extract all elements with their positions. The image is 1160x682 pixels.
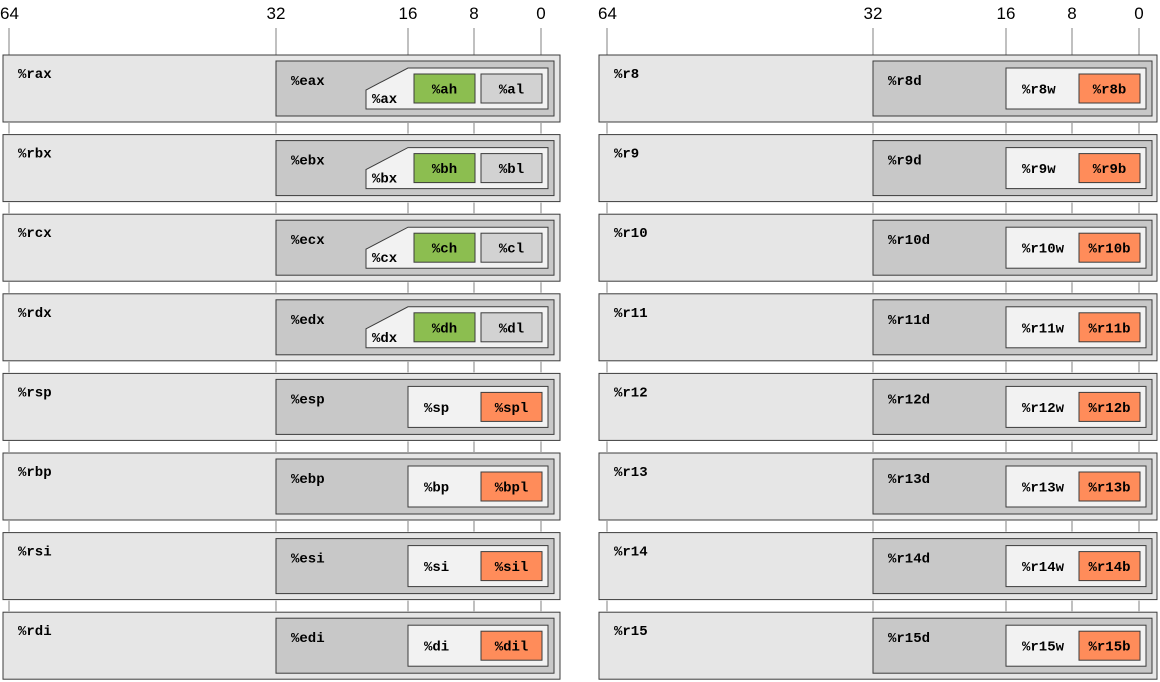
word-label: %dx	[372, 331, 398, 347]
word-label: %bx	[372, 172, 398, 188]
low-byte-label: %r8b	[1093, 83, 1127, 99]
high-byte-box	[413, 312, 476, 343]
high-byte-label: %ch	[432, 242, 457, 258]
dword-label: %ebp	[291, 472, 325, 488]
quad-label: %rdi	[18, 624, 52, 640]
dword-label: %esi	[291, 552, 325, 568]
low-byte-box	[1078, 153, 1141, 184]
low-byte-box	[480, 471, 543, 502]
low-byte-label: %r10b	[1088, 242, 1130, 258]
low-byte-label: %spl	[495, 401, 529, 417]
dword-label: %r8d	[888, 74, 922, 90]
quad-label: %rsi	[18, 545, 52, 561]
word-label: %r12w	[1022, 401, 1065, 417]
quad-label: %r14	[614, 545, 648, 561]
high-byte-box	[413, 232, 476, 263]
dword-label: %r9d	[888, 154, 922, 170]
word-label: %r10w	[1022, 242, 1065, 258]
scale-label-legacy-1: 32	[267, 4, 286, 23]
quad-label: %r12	[614, 385, 648, 401]
word-label: %bp	[424, 481, 449, 497]
low-byte-label: %r12b	[1088, 401, 1130, 417]
quad-label: %r9	[614, 147, 639, 163]
low-byte-box	[480, 73, 543, 104]
dword-label: %r13d	[888, 472, 930, 488]
low-byte-box	[1078, 391, 1141, 422]
low-byte-box	[480, 153, 543, 184]
dword-label: %ecx	[291, 233, 325, 249]
low-byte-label: %sil	[495, 560, 529, 576]
quad-label: %rbx	[18, 147, 52, 163]
high-byte-label: %ah	[432, 83, 457, 99]
quad-label: %rbp	[18, 465, 52, 481]
high-byte-label: %bh	[432, 162, 457, 178]
dword-label: %edx	[291, 313, 325, 329]
word-label: %cx	[372, 251, 398, 267]
scale-label-legacy-4: 0	[536, 4, 545, 23]
high-byte-box	[413, 73, 476, 104]
scale-label-extended-4: 0	[1134, 4, 1143, 23]
scale-label-legacy-0: 64	[0, 4, 19, 23]
low-byte-box	[1078, 232, 1141, 263]
quad-label: %r8	[614, 67, 639, 83]
scale-label-extended-3: 8	[1067, 4, 1076, 23]
low-byte-box	[1078, 73, 1141, 104]
low-byte-box	[1078, 471, 1141, 502]
word-label: %sp	[424, 401, 449, 417]
word-label: %r14w	[1022, 560, 1065, 576]
word-label: %r13w	[1022, 481, 1065, 497]
word-label: %r11w	[1022, 321, 1065, 337]
quad-label: %rcx	[18, 226, 52, 242]
quad-label: %rdx	[18, 306, 52, 322]
low-byte-box	[1078, 630, 1141, 661]
low-byte-box	[480, 232, 543, 263]
low-byte-box	[480, 391, 543, 422]
word-label: %ax	[372, 92, 398, 108]
low-byte-label: %r9b	[1093, 162, 1127, 178]
word-label: %si	[424, 560, 449, 576]
word-label: %r15w	[1022, 640, 1065, 656]
scale-label-legacy-2: 16	[399, 4, 418, 23]
low-byte-label: %bpl	[495, 481, 529, 497]
dword-label: %esp	[291, 392, 325, 408]
dword-label: %r15d	[888, 631, 930, 647]
scale-label-extended-0: 64	[598, 4, 617, 23]
low-byte-label: %cl	[499, 242, 524, 258]
low-byte-box	[480, 312, 543, 343]
dword-label: %r14d	[888, 552, 930, 568]
low-byte-label: %r15b	[1088, 640, 1130, 656]
quad-label: %r11	[614, 306, 648, 322]
dword-label: %r11d	[888, 313, 930, 329]
word-label: %di	[424, 640, 449, 656]
dword-label: %ebx	[291, 154, 325, 170]
scale-label-legacy-3: 8	[469, 4, 478, 23]
low-byte-label: %dl	[499, 321, 524, 337]
low-byte-label: %dil	[495, 640, 529, 656]
low-byte-label: %r11b	[1088, 321, 1130, 337]
quad-label: %rax	[18, 67, 52, 83]
low-byte-box	[1078, 551, 1141, 582]
high-byte-box	[413, 153, 476, 184]
quad-label: %rsp	[18, 385, 52, 401]
low-byte-box	[480, 551, 543, 582]
dword-label: %r10d	[888, 233, 930, 249]
word-label: %r9w	[1022, 162, 1056, 178]
quad-label: %r15	[614, 624, 648, 640]
low-byte-label: %al	[499, 83, 524, 99]
dword-label: %r12d	[888, 392, 930, 408]
low-byte-label: %r14b	[1088, 560, 1130, 576]
word-label: %r8w	[1022, 83, 1056, 99]
dword-label: %eax	[291, 74, 325, 90]
scale-label-extended-1: 32	[864, 4, 883, 23]
low-byte-box	[1078, 312, 1141, 343]
quad-label: %r13	[614, 465, 648, 481]
quad-label: %r10	[614, 226, 648, 242]
dword-label: %edi	[291, 631, 325, 647]
high-byte-label: %dh	[432, 321, 457, 337]
low-byte-box	[480, 630, 543, 661]
scale-label-extended-2: 16	[997, 4, 1016, 23]
low-byte-label: %bl	[499, 162, 524, 178]
low-byte-label: %r13b	[1088, 481, 1130, 497]
